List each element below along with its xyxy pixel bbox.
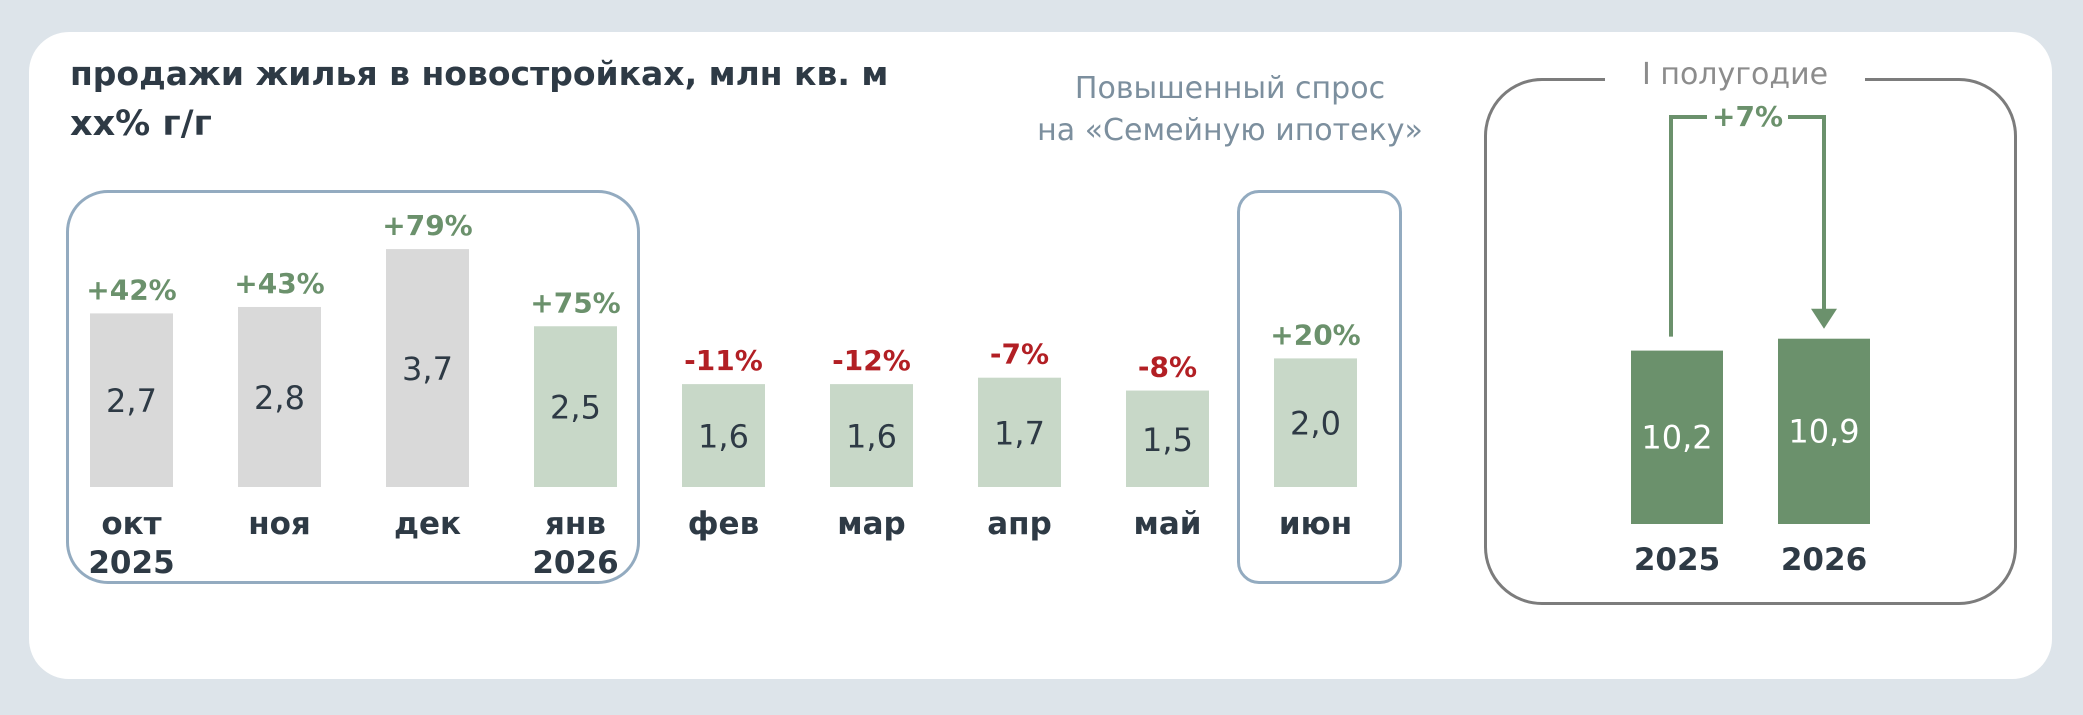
x-tick-year-0: 2025 <box>88 545 174 581</box>
x-tick-year-3: 2026 <box>532 545 618 581</box>
half-year-label: I полугодие <box>1605 50 1865 100</box>
x-tick-month-8: июн <box>1279 506 1352 542</box>
half-year-x-tick-0: 2025 <box>1634 542 1720 578</box>
x-tick-month-6: апр <box>987 506 1052 542</box>
bar-value-label-4: 1,6 <box>698 418 749 456</box>
chart-title: продажи жилья в новостройках, млн кв. м <box>70 54 889 93</box>
yoy-label-7: -8% <box>1138 351 1197 384</box>
chart-subtitle: хх% г/г <box>70 104 212 144</box>
bar-value-label-6: 1,7 <box>994 414 1045 452</box>
period-frame-oct-jan <box>66 190 640 584</box>
yoy-label-5: -12% <box>832 344 911 377</box>
bar-3 <box>534 326 617 487</box>
x-tick-month-7: май <box>1134 506 1202 542</box>
bar-5 <box>830 384 913 487</box>
note-line-2: на «Семейную ипотеку» <box>1037 113 1423 148</box>
bar-6 <box>978 377 1061 487</box>
bar-value-label-5: 1,6 <box>846 418 897 456</box>
x-tick-month-5: мар <box>837 506 905 542</box>
half-year-bar-0 <box>1631 350 1723 524</box>
bar-8 <box>1274 358 1357 487</box>
bar-1 <box>238 306 321 487</box>
yoy-label-6: -7% <box>990 338 1049 371</box>
yoy-label-2: +79% <box>382 209 472 242</box>
x-tick-month-4: фев <box>688 506 759 542</box>
yoy-label-0: +42% <box>86 273 176 306</box>
bar-2 <box>386 249 469 487</box>
x-tick-month-0: окт <box>101 506 161 542</box>
change-arrow-left-line <box>1669 115 1707 337</box>
change-arrow-right-line <box>1788 115 1826 311</box>
half-year-bar-1 <box>1778 338 1870 524</box>
bar-4 <box>682 384 765 487</box>
yoy-label-3: +75% <box>530 286 620 319</box>
yoy-label-1: +43% <box>234 267 324 300</box>
family-mortgage-note: Повышенный спрос на «Семейную ипотеку» <box>940 68 1520 152</box>
x-tick-month-2: дек <box>394 506 461 542</box>
bar-value-label-8: 2,0 <box>1290 405 1341 443</box>
bar-7 <box>1126 390 1209 487</box>
bar-value-label-3: 2,5 <box>550 389 601 427</box>
bar-0 <box>90 313 173 487</box>
yoy-label-8: +20% <box>1270 318 1360 351</box>
period-frame-jun <box>1237 190 1402 584</box>
note-line-1: Повышенный спрос <box>1074 71 1386 106</box>
half-year-value-label-1: 10,9 <box>1788 412 1859 450</box>
x-tick-month-1: ноя <box>248 506 311 542</box>
half-year-x-tick-1: 2026 <box>1781 542 1867 578</box>
bar-value-label-0: 2,7 <box>106 382 157 420</box>
bar-value-label-7: 1,5 <box>1142 421 1193 459</box>
bar-value-label-1: 2,8 <box>254 379 305 417</box>
yoy-label-4: -11% <box>684 344 763 377</box>
half-year-value-label-0: 10,2 <box>1641 418 1712 456</box>
half-year-change-label: +7% <box>1712 100 1783 133</box>
change-arrow-head-icon <box>1811 308 1837 329</box>
x-tick-month-3: янв <box>545 506 606 542</box>
bar-value-label-2: 3,7 <box>402 350 453 388</box>
